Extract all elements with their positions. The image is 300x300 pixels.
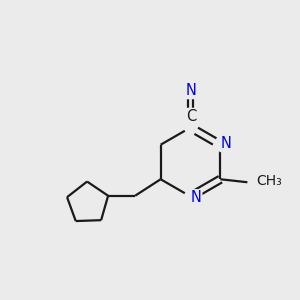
Text: N: N — [186, 83, 197, 98]
Text: N: N — [220, 136, 231, 151]
Text: CH₃: CH₃ — [256, 174, 281, 188]
Text: C: C — [186, 109, 197, 124]
Text: N: N — [190, 190, 201, 205]
